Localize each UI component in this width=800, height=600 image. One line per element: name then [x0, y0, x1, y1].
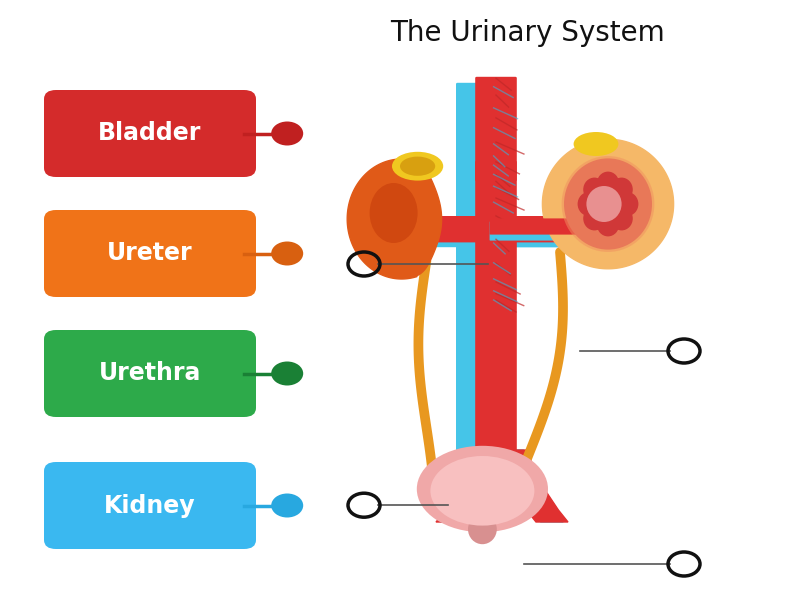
Ellipse shape: [430, 456, 534, 526]
Ellipse shape: [583, 206, 606, 230]
FancyBboxPatch shape: [44, 90, 256, 177]
Ellipse shape: [586, 186, 622, 222]
FancyBboxPatch shape: [44, 210, 256, 297]
Text: Ureter: Ureter: [107, 241, 193, 265]
FancyBboxPatch shape: [486, 222, 614, 247]
Circle shape: [271, 361, 303, 385]
Circle shape: [271, 241, 303, 265]
FancyBboxPatch shape: [389, 222, 568, 247]
FancyBboxPatch shape: [44, 330, 256, 417]
FancyBboxPatch shape: [44, 462, 256, 549]
Polygon shape: [347, 159, 442, 279]
Polygon shape: [542, 139, 674, 269]
Polygon shape: [436, 450, 510, 522]
Ellipse shape: [583, 178, 606, 202]
Ellipse shape: [392, 152, 443, 181]
Ellipse shape: [616, 192, 638, 216]
Text: Urethra: Urethra: [99, 361, 201, 385]
FancyBboxPatch shape: [456, 83, 491, 169]
FancyBboxPatch shape: [490, 221, 607, 241]
Ellipse shape: [417, 446, 548, 532]
Ellipse shape: [468, 514, 497, 544]
Ellipse shape: [562, 156, 654, 252]
Ellipse shape: [574, 132, 618, 156]
FancyBboxPatch shape: [400, 216, 563, 242]
Ellipse shape: [610, 178, 633, 202]
Ellipse shape: [578, 192, 600, 216]
Ellipse shape: [597, 212, 619, 236]
Ellipse shape: [597, 172, 619, 196]
Circle shape: [271, 121, 303, 145]
Polygon shape: [441, 450, 504, 522]
FancyBboxPatch shape: [490, 218, 594, 235]
FancyBboxPatch shape: [456, 125, 491, 523]
Polygon shape: [501, 450, 563, 522]
FancyBboxPatch shape: [475, 161, 517, 523]
Ellipse shape: [370, 183, 418, 243]
Ellipse shape: [400, 157, 435, 176]
Circle shape: [271, 493, 303, 517]
Text: The Urinary System: The Urinary System: [390, 19, 666, 47]
FancyBboxPatch shape: [475, 77, 517, 181]
Ellipse shape: [610, 206, 633, 230]
Ellipse shape: [564, 158, 652, 250]
Text: Kidney: Kidney: [104, 493, 196, 517]
Polygon shape: [496, 450, 568, 522]
Text: Bladder: Bladder: [98, 121, 202, 145]
